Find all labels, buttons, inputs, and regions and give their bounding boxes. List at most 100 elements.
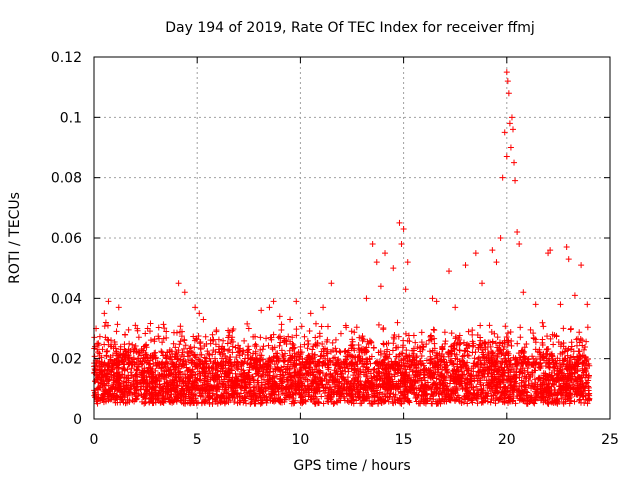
data-point bbox=[230, 385, 237, 392]
data-point-peak bbox=[181, 289, 188, 296]
data-point-peak bbox=[509, 126, 516, 133]
data-point bbox=[515, 388, 522, 395]
data-point bbox=[456, 347, 463, 354]
data-point bbox=[177, 338, 184, 345]
data-point-peak bbox=[369, 241, 376, 248]
data-point bbox=[459, 353, 466, 360]
data-point bbox=[576, 339, 583, 346]
data-point bbox=[436, 350, 443, 357]
data-point bbox=[209, 331, 216, 338]
data-point bbox=[521, 344, 528, 351]
data-point bbox=[367, 383, 374, 390]
data-point bbox=[540, 323, 547, 330]
data-point bbox=[489, 350, 496, 357]
data-point bbox=[394, 319, 401, 326]
data-point bbox=[268, 357, 275, 364]
data-point bbox=[505, 352, 512, 359]
data-point bbox=[133, 393, 140, 400]
data-point bbox=[113, 328, 120, 335]
data-point bbox=[156, 381, 163, 388]
data-point bbox=[177, 323, 184, 330]
data-point bbox=[326, 385, 333, 392]
data-point bbox=[494, 344, 501, 351]
data-point bbox=[473, 361, 480, 368]
data-point-peak bbox=[200, 316, 207, 323]
data-point-peak bbox=[493, 259, 500, 266]
data-point bbox=[334, 388, 341, 395]
data-point bbox=[285, 333, 292, 340]
data-point bbox=[553, 377, 560, 384]
data-point bbox=[139, 398, 146, 405]
data-point bbox=[311, 352, 318, 359]
data-point bbox=[380, 325, 387, 332]
data-point bbox=[254, 357, 261, 364]
data-point bbox=[481, 394, 488, 401]
x-tick-label: 25 bbox=[601, 432, 619, 448]
data-point bbox=[105, 367, 112, 374]
data-point-peak bbox=[503, 69, 510, 76]
data-point bbox=[127, 369, 134, 376]
data-point bbox=[520, 397, 527, 404]
data-point bbox=[224, 347, 231, 354]
data-point bbox=[371, 397, 378, 404]
data-point bbox=[242, 355, 249, 362]
data-point bbox=[222, 353, 229, 360]
data-point bbox=[371, 373, 378, 380]
data-point bbox=[376, 375, 383, 382]
data-point-peak bbox=[307, 310, 314, 317]
data-point bbox=[344, 353, 351, 360]
data-point bbox=[166, 356, 173, 363]
data-point bbox=[175, 365, 182, 372]
data-point bbox=[344, 374, 351, 381]
data-point bbox=[246, 384, 253, 391]
data-point bbox=[322, 355, 329, 362]
data-point bbox=[375, 321, 382, 328]
data-point bbox=[531, 395, 538, 402]
data-point bbox=[156, 387, 163, 394]
data-point bbox=[278, 347, 285, 354]
data-point bbox=[520, 360, 527, 367]
data-point bbox=[277, 396, 284, 403]
data-point bbox=[170, 340, 177, 347]
data-point-peak bbox=[320, 304, 327, 311]
data-point-peak bbox=[512, 177, 519, 184]
data-point bbox=[201, 343, 208, 350]
data-point bbox=[500, 389, 507, 396]
data-point bbox=[284, 369, 291, 376]
data-point bbox=[96, 366, 103, 373]
data-point bbox=[239, 395, 246, 402]
data-point bbox=[446, 397, 453, 404]
data-point bbox=[543, 389, 550, 396]
data-point bbox=[295, 354, 302, 361]
data-point bbox=[113, 348, 120, 355]
data-point bbox=[532, 384, 539, 391]
data-point bbox=[440, 356, 447, 363]
data-point bbox=[548, 372, 555, 379]
data-point bbox=[176, 341, 183, 348]
data-point bbox=[332, 361, 339, 368]
data-point bbox=[485, 357, 492, 364]
chart-title: Day 194 of 2019, Rate Of TEC Index for r… bbox=[165, 20, 535, 36]
data-point bbox=[319, 341, 326, 348]
data-point bbox=[159, 349, 166, 356]
data-point bbox=[448, 330, 455, 337]
data-point bbox=[535, 361, 542, 368]
data-point-peak bbox=[462, 262, 469, 269]
data-point bbox=[464, 348, 471, 355]
data-point bbox=[418, 361, 425, 368]
data-point bbox=[117, 383, 124, 390]
data-point bbox=[544, 384, 551, 391]
data-point bbox=[557, 383, 564, 390]
data-point bbox=[343, 379, 350, 386]
data-point-peak bbox=[504, 78, 511, 85]
data-point bbox=[132, 385, 139, 392]
data-point bbox=[471, 355, 478, 362]
data-point bbox=[566, 370, 573, 377]
data-point bbox=[404, 375, 411, 382]
data-point bbox=[179, 360, 186, 367]
data-point bbox=[410, 350, 417, 357]
data-point bbox=[132, 322, 139, 329]
data-point bbox=[358, 347, 365, 354]
data-point bbox=[388, 383, 395, 390]
